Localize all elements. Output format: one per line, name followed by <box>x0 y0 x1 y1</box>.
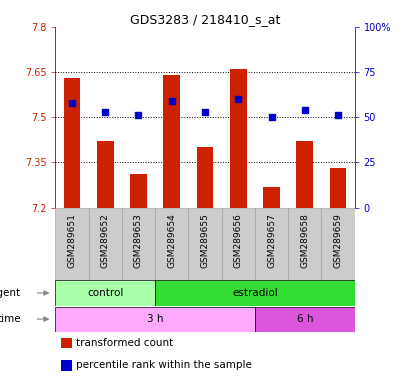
Bar <box>97 141 113 208</box>
Point <box>234 96 241 102</box>
Bar <box>254 208 288 280</box>
Bar <box>329 169 346 208</box>
Text: 6 h: 6 h <box>296 314 312 324</box>
Point <box>267 114 274 120</box>
Text: GSM289655: GSM289655 <box>200 214 209 268</box>
Bar <box>55 306 254 332</box>
Point <box>301 107 307 113</box>
Bar <box>254 306 354 332</box>
Bar <box>55 208 88 280</box>
Bar <box>296 141 312 208</box>
Bar <box>61 338 72 349</box>
Text: GSM289652: GSM289652 <box>101 214 110 268</box>
Point <box>102 109 108 115</box>
Text: GSM289654: GSM289654 <box>167 214 176 268</box>
Text: 3 h: 3 h <box>146 314 163 324</box>
Text: time: time <box>0 314 21 324</box>
Bar <box>221 208 254 280</box>
Point <box>201 109 208 115</box>
Text: transformed count: transformed count <box>76 338 173 348</box>
Point <box>69 100 75 106</box>
Text: GSM289651: GSM289651 <box>67 214 76 268</box>
Bar <box>321 208 354 280</box>
Text: GSM289659: GSM289659 <box>333 214 342 268</box>
Bar <box>263 187 279 208</box>
Bar <box>121 208 155 280</box>
Bar <box>55 280 155 306</box>
Bar <box>196 147 213 208</box>
Point <box>135 113 142 119</box>
Text: GSM289658: GSM289658 <box>299 214 308 268</box>
Point <box>334 113 340 119</box>
Text: agent: agent <box>0 288 21 298</box>
Bar <box>130 174 146 208</box>
Bar <box>63 78 80 208</box>
Text: GSM289656: GSM289656 <box>233 214 242 268</box>
Bar <box>88 208 121 280</box>
Text: GSM289657: GSM289657 <box>266 214 275 268</box>
Bar <box>61 360 72 371</box>
Text: percentile rank within the sample: percentile rank within the sample <box>76 360 252 370</box>
Text: estradiol: estradiol <box>231 288 277 298</box>
Bar <box>163 75 180 208</box>
Bar <box>155 280 354 306</box>
Point <box>168 98 175 104</box>
Text: control: control <box>87 288 123 298</box>
Bar <box>229 69 246 208</box>
Bar <box>288 208 321 280</box>
Text: GSM289653: GSM289653 <box>134 214 143 268</box>
Bar <box>188 208 221 280</box>
Bar <box>155 208 188 280</box>
Title: GDS3283 / 218410_s_at: GDS3283 / 218410_s_at <box>130 13 279 26</box>
